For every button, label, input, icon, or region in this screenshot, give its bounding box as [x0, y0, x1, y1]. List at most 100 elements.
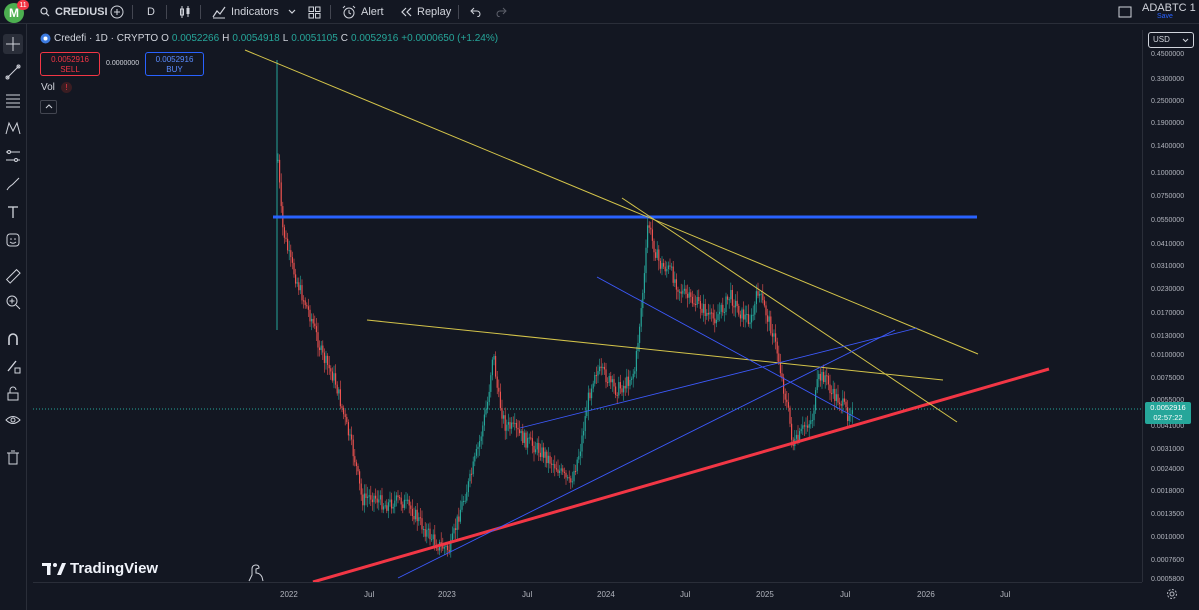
candle-body	[645, 247, 647, 274]
candle-body	[394, 500, 396, 507]
layout-icon-button[interactable]	[1118, 0, 1132, 24]
candle-body	[727, 296, 729, 300]
candle-body	[415, 509, 417, 520]
remove-drawings-tool[interactable]	[3, 447, 23, 467]
candle-body	[573, 471, 575, 482]
candle-body	[819, 373, 821, 381]
candle-body	[391, 499, 393, 509]
candle-body	[496, 376, 498, 388]
undo-icon	[470, 7, 481, 17]
candle-body	[408, 499, 410, 506]
candle-body	[647, 225, 649, 248]
candle-body	[293, 262, 295, 275]
candle-body	[514, 422, 516, 424]
ruler-tool[interactable]	[3, 266, 23, 286]
price-tick: 0.0055000	[1151, 397, 1185, 404]
candle-body	[304, 300, 306, 306]
indicators-button[interactable]: Indicators	[212, 0, 279, 24]
lock-tool[interactable]	[3, 383, 23, 403]
candle-body	[522, 431, 524, 443]
candle-body	[517, 427, 519, 430]
price-chart[interactable]	[33, 30, 1142, 582]
candle-body	[440, 542, 442, 545]
price-tick: 0.0550000	[1151, 217, 1185, 224]
candle-body	[672, 266, 674, 283]
visibility-tool[interactable]	[3, 410, 23, 430]
candle-body	[491, 359, 493, 376]
candle-body	[402, 504, 404, 508]
magnet-tool[interactable]	[3, 329, 23, 349]
emoji-tool[interactable]	[3, 230, 23, 250]
time-tick: 2025	[756, 590, 774, 599]
candle-body	[552, 464, 554, 466]
chart-settings-button[interactable]	[1166, 588, 1178, 603]
price-tick: 0.0100000	[1151, 352, 1185, 359]
stay-drawing-tool[interactable]	[3, 356, 23, 376]
dino-icon[interactable]	[246, 563, 266, 583]
candle-body	[520, 431, 522, 434]
replay-button[interactable]: Replay	[400, 0, 451, 24]
candle-body	[805, 425, 807, 427]
candle-body	[333, 373, 335, 381]
candle-body	[731, 289, 733, 306]
candle-body	[776, 341, 778, 354]
candle-body	[715, 319, 717, 324]
crosshair-tool[interactable]	[3, 34, 23, 54]
candle-body	[563, 471, 565, 473]
candle-body	[736, 300, 738, 306]
support-trendline	[312, 367, 1050, 582]
candle-body	[365, 493, 367, 498]
price-tick: 0.3300000	[1151, 76, 1185, 83]
volume-warning-icon[interactable]: !	[61, 82, 72, 93]
candle-body	[426, 529, 428, 537]
candle-body	[688, 292, 690, 298]
candle-body	[403, 499, 405, 508]
undo-button[interactable]	[469, 0, 481, 24]
price-axis[interactable]	[1142, 30, 1199, 582]
buy-button[interactable]: 0.0052916 BUY	[145, 52, 204, 76]
symbol-search-button[interactable]: CREDIUSI	[40, 0, 108, 24]
candle-body	[477, 446, 479, 449]
chart-type-button[interactable]	[179, 0, 191, 24]
candle-body	[371, 499, 373, 503]
price-tick: 0.0024000	[1151, 466, 1185, 473]
indicators-dropdown[interactable]	[288, 0, 296, 24]
candle-body	[607, 382, 609, 384]
fib-tool[interactable]	[3, 90, 23, 110]
candle-body	[296, 282, 298, 284]
candle-body	[666, 269, 668, 272]
candle-body	[557, 469, 559, 474]
save-label[interactable]: Save	[1157, 13, 1173, 20]
compare-button[interactable]	[110, 0, 124, 24]
brush-tool[interactable]	[3, 174, 23, 194]
candle-body	[447, 545, 449, 550]
candle-body	[661, 263, 663, 269]
price-tick: 0.0170000	[1151, 310, 1185, 317]
alarm-icon	[342, 5, 356, 19]
currency-select[interactable]: USD	[1148, 32, 1194, 48]
trendline-tool[interactable]	[3, 62, 23, 82]
candle-body	[615, 386, 617, 395]
candle-body	[328, 364, 330, 369]
alert-button[interactable]: Alert	[342, 0, 384, 24]
candle-body	[757, 291, 759, 296]
sell-button[interactable]: 0.0052916 SELL	[40, 52, 100, 76]
time-axis[interactable]	[33, 582, 1142, 610]
layouts-button[interactable]	[308, 0, 321, 24]
candle-body	[627, 376, 629, 386]
layout-name[interactable]: ADABTC 1	[1142, 2, 1196, 14]
text-tool[interactable]	[3, 202, 23, 222]
volume-label[interactable]: Vol	[41, 82, 55, 93]
interval-button[interactable]: D	[147, 6, 155, 18]
candle-body	[784, 393, 786, 400]
candle-body	[456, 516, 458, 530]
projection-tool[interactable]	[3, 146, 23, 166]
candle-body	[472, 461, 474, 475]
pattern-tool[interactable]	[3, 118, 23, 138]
collapse-legend-button[interactable]	[40, 100, 57, 114]
redo-button[interactable]	[496, 0, 508, 24]
zoom-tool[interactable]	[3, 292, 23, 312]
candle-body	[387, 502, 389, 511]
candle-body	[547, 455, 549, 464]
search-icon	[40, 7, 50, 17]
